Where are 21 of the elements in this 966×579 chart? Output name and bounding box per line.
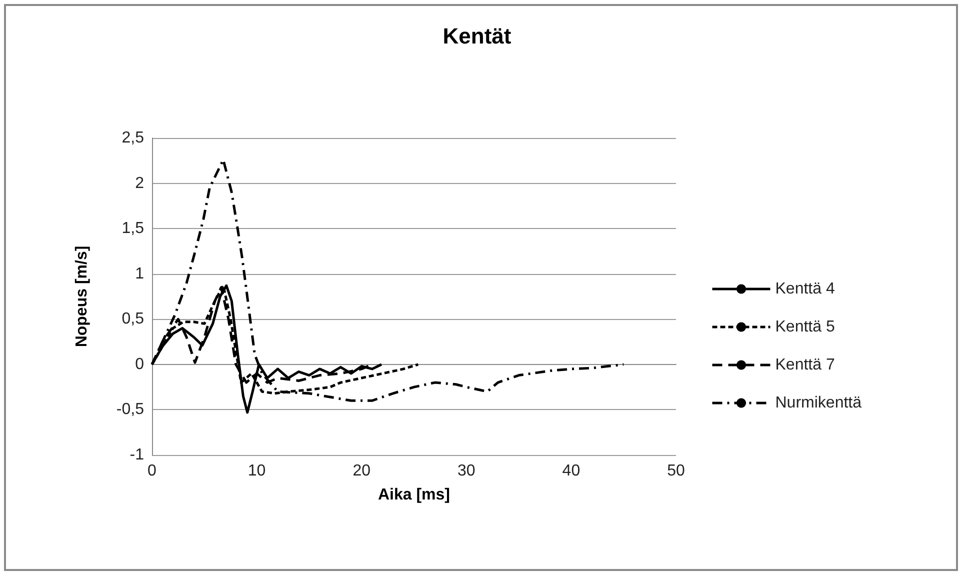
y-tick-label: 0 (135, 356, 144, 373)
x-axis-title: Aika [ms] (378, 486, 450, 504)
chart-title: Kentät (442, 24, 512, 48)
x-tick-label: 20 (352, 462, 371, 480)
x-tick-label: 40 (562, 462, 580, 480)
y-tick-label: 0,5 (122, 310, 144, 328)
y-tick-label: -0,5 (116, 401, 144, 418)
x-tick-label: 0 (148, 462, 157, 480)
legend-label: Kenttä 4 (775, 280, 835, 298)
y-axis-title: Nopeus [m/s] (74, 246, 90, 348)
y-tick-label: 2 (135, 174, 144, 192)
y-tick-label: 1 (135, 265, 144, 282)
legend-label: Kenttä 5 (775, 318, 835, 336)
x-tick-label: 10 (248, 462, 266, 480)
legend-label: Kenttä 7 (775, 356, 835, 374)
x-tick-label: 30 (458, 462, 476, 480)
y-tick-label: -1 (130, 446, 144, 464)
y-tick-label: 2,5 (122, 130, 144, 146)
y-tick-label: 1,5 (122, 220, 144, 238)
x-tick-label: 50 (667, 462, 685, 480)
legend-label: Nurmikenttä (775, 394, 862, 412)
